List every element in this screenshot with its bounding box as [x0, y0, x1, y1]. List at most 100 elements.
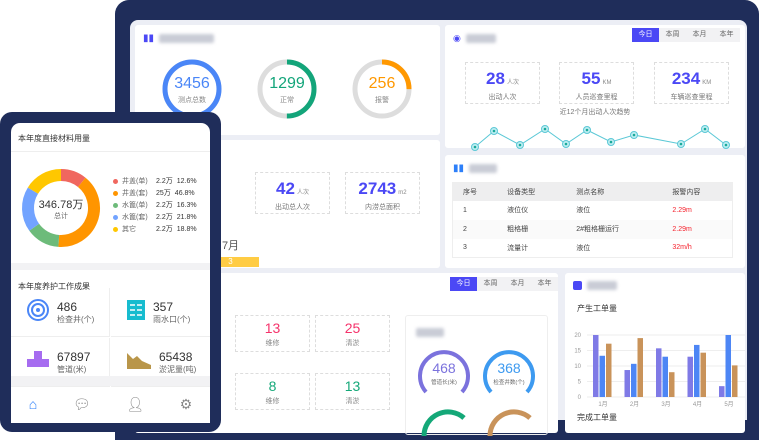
- donut-total: 346.78万: [38, 199, 84, 211]
- legend-item: 其它 2.2万 18.8%: [113, 223, 197, 235]
- ring-arc: [257, 59, 317, 119]
- message-icon[interactable]: 💬︎: [72, 396, 91, 412]
- table-header: 设备类型: [497, 182, 567, 201]
- eye-icon: ◉: [453, 33, 461, 43]
- chart-title: 产生工单量: [577, 304, 617, 313]
- period-tabs: 今日 本周 本月 本年: [450, 277, 558, 291]
- maintenance-stat: 13 维修: [235, 315, 310, 352]
- work-order-panel: 产生工单量 0 5 10 15 20 1月 2月 3月 4月 5月 完成工单量: [565, 273, 745, 433]
- y-tick: 20: [574, 333, 581, 339]
- ring-arc: [352, 59, 412, 119]
- period-tabs: 今日 本周 本月 本年: [632, 28, 740, 42]
- ring-label: 报警: [375, 97, 389, 104]
- legend-item: 井盖(套) 25万 46.8%: [113, 187, 197, 199]
- tab-1[interactable]: 本周: [659, 28, 686, 42]
- trend-line-chart: [471, 125, 730, 151]
- home-icon[interactable]: ⌂: [28, 396, 38, 412]
- patrol-stat: 234 KM 车辆巡查里程: [654, 62, 729, 104]
- ring-stat: 256 报警: [351, 58, 413, 120]
- ring-label: 正常: [280, 97, 294, 104]
- dredge-stat: 42 人次 出动总人次: [255, 172, 330, 214]
- month-label: 7月: [221, 240, 240, 252]
- next-chart-title: 完成工单量: [577, 413, 617, 422]
- x-tick: 2月: [630, 401, 639, 407]
- bar-chart-icon: ▮▮: [143, 33, 155, 44]
- patrol-panel: ◉ 今日 本周 本月 本年 28 人次 出动人次 55 KM 人员巡查里程 234 KM 车辆巡查里程…: [445, 25, 745, 151]
- table-cell: 32m/h: [672, 244, 692, 252]
- result-cell: 67897 管道(米): [11, 338, 110, 387]
- maintenance-stat: 25 清淤: [315, 315, 390, 352]
- materials-title: 本年度直接材料用量: [18, 134, 90, 143]
- table-header: 测点名称: [566, 182, 663, 201]
- panel-title-blurred: [159, 34, 215, 43]
- settings-icon[interactable]: ⚙: [179, 396, 193, 412]
- dredge-stat: 2743 m2 内涝总面积: [345, 172, 420, 214]
- panel-title-blurred: [587, 281, 617, 290]
- donut-legend: 井盖(单) 2.2万 12.6% 井盖(套) 25万 46.8% 水篦(单) 2.2万 16.3…: [113, 175, 197, 235]
- dashboard-canvas: ▮▮ 3456 测点总数 1299 正常 256 报警 ◉ 今日 本周 本月 本年 28 人次 出动…: [115, 20, 747, 437]
- dredge-results-card: 468 管道长(米) 368 检查井数(个): [405, 315, 548, 437]
- table-cell: 流量计: [507, 244, 529, 252]
- bar: [637, 338, 643, 397]
- table-cell: 2.29m: [672, 206, 692, 214]
- rank-bar: 3: [202, 257, 259, 267]
- donut-slice: [60, 169, 86, 188]
- bar: [662, 356, 668, 397]
- bar: [624, 370, 630, 397]
- legend-item: 井盖(单) 2.2万 12.6%: [113, 175, 197, 187]
- bar: [687, 356, 693, 397]
- table-row[interactable]: 2 粗格栅 2#粗格栅运行 2.29m: [452, 219, 733, 239]
- result-cell: 65438 淤泥量(吨): [111, 338, 210, 387]
- work-order-bar-chart: 0 5 10 15 20 1月 2月 3月 4月 5月: [574, 333, 745, 407]
- manhole-icon: [27, 298, 49, 326]
- bar: [725, 335, 731, 397]
- gauge: 468 管道长(米): [416, 346, 472, 402]
- user-icon[interactable]: 👤︎: [126, 396, 145, 412]
- trend-line: [474, 128, 727, 148]
- trend-title: 近12个月出动人次趋势: [559, 109, 631, 116]
- tab-1[interactable]: 本周: [477, 277, 504, 291]
- x-tick: 1月: [598, 401, 607, 407]
- results-title: 本年度养护工作成果: [18, 282, 90, 291]
- bar: [669, 372, 675, 397]
- table-header: 报警内容: [662, 182, 733, 201]
- realtime-data-panel: ▮▮ 序号 设备类型 测点名称 报警内容 1 液位仪 液位 2.29m 2 粗格栅 2#粗格栅运行 2…: [445, 155, 745, 268]
- x-tick: 5月: [724, 401, 733, 407]
- ring-value: 3456: [174, 75, 210, 92]
- donut-slice: [27, 169, 62, 195]
- sludge-icon: [127, 351, 151, 374]
- x-tick: 4月: [693, 401, 702, 407]
- ring-stat: 1299 正常: [256, 58, 318, 120]
- bar: [631, 363, 637, 397]
- table-cell: 2.29m: [662, 219, 733, 239]
- table-cell: 2#粗格栅运行: [566, 219, 663, 239]
- bar: [694, 344, 700, 397]
- gauge-arc: [483, 350, 535, 394]
- ring-value: 256: [368, 75, 396, 92]
- table-row[interactable]: 3 流量计 液位 32m/h: [453, 239, 733, 258]
- tab-2[interactable]: 本月: [504, 277, 531, 291]
- table-cell: 液位仪: [507, 207, 529, 214]
- tab-3[interactable]: 本年: [713, 28, 740, 42]
- donut-slice: [58, 177, 100, 247]
- bar: [593, 335, 599, 397]
- y-tick: 15: [574, 349, 581, 355]
- panel-title-blurred: [465, 34, 496, 43]
- tab-2[interactable]: 本月: [686, 28, 713, 42]
- maintenance-stat: 8 维修: [235, 373, 310, 410]
- tab-3[interactable]: 本年: [531, 277, 558, 291]
- bar: [700, 352, 706, 397]
- legend-item: 水篦(单) 2.2万 16.3%: [113, 199, 197, 211]
- x-tick: 3月: [661, 401, 670, 407]
- tab-0[interactable]: 今日: [450, 277, 477, 291]
- alarm-table: 序号 设备类型 测点名称 报警内容 1 液位仪 液位 2.29m 2 粗格栅 2#粗格栅运行 2.29…: [452, 182, 733, 258]
- patrol-stat: 55 KM 人员巡查里程: [559, 62, 634, 104]
- bar-chart-icon: ▮▮: [453, 163, 465, 174]
- donut-slice: [22, 187, 40, 231]
- legend-item: 水篦(套) 2.2万 21.8%: [113, 211, 197, 223]
- tab-0[interactable]: 今日: [632, 28, 659, 42]
- maintenance-stat: 13 清淤: [315, 373, 390, 410]
- bar: [599, 355, 605, 397]
- table-row[interactable]: 1 液位仪 液位 2.29m: [453, 201, 733, 220]
- table-cell: 液位: [576, 244, 591, 252]
